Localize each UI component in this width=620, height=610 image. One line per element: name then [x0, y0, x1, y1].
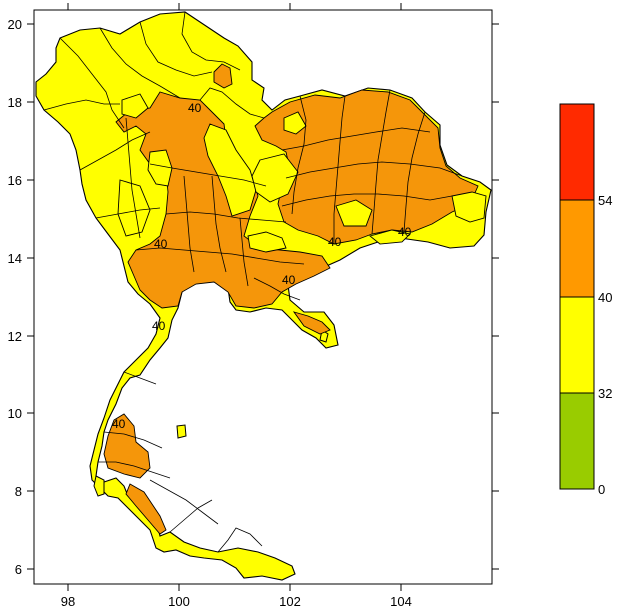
contour-label: 40	[152, 319, 166, 333]
y-tick-label: 8	[15, 484, 22, 499]
boundary-south-6	[217, 527, 263, 553]
contour-label: 40	[328, 235, 342, 249]
boundary-north-6	[79, 131, 151, 171]
boundary-east-1	[253, 277, 301, 301]
legend-band-yellow	[559, 296, 595, 394]
yellow-hole-central-south	[247, 231, 287, 253]
yellow-hole-central-valley	[203, 123, 257, 217]
x-tick-labels: 98 100 102 104	[61, 594, 412, 609]
boundary-south-1	[123, 371, 157, 385]
boundary-ne-5	[281, 127, 431, 151]
yellow-hole-northeast-top	[283, 111, 307, 135]
x-tick-label: 100	[168, 594, 190, 609]
land-island-samui	[176, 424, 187, 439]
boundary-ne-7	[281, 193, 453, 207]
boundary-west-2	[125, 117, 141, 239]
contour-label: 40	[398, 225, 412, 239]
boundary-north-3	[139, 21, 213, 77]
legend-band-red	[559, 103, 595, 201]
land-island-phuket	[93, 475, 105, 497]
boundary-central-3	[135, 247, 305, 265]
boundary-west-1	[95, 207, 161, 219]
boundary-ne-3	[371, 89, 391, 235]
yellow-hole-upper-central	[147, 149, 173, 187]
boundary-central-5	[211, 175, 227, 273]
boundary-ne-2	[333, 95, 346, 244]
yellow-hole-korat	[251, 153, 299, 203]
y-tick-label: 10	[8, 406, 22, 421]
orange-zone-small-north	[213, 63, 233, 89]
legend-label: 40	[598, 290, 612, 305]
boundary-south-5	[169, 499, 213, 533]
boundary-south-4	[149, 479, 219, 525]
orange-zone-chanthaburi	[292, 311, 331, 335]
boundary-south-2	[103, 431, 163, 449]
boundary-south-3	[98, 461, 171, 479]
yellow-hole-north-west	[121, 93, 149, 119]
boundary-central-1	[149, 163, 267, 187]
legend-band-green	[559, 392, 595, 490]
boundary-central-6	[239, 217, 249, 287]
yellow-holes	[117, 93, 487, 253]
x-tick-label: 102	[279, 594, 301, 609]
yellow-hole-east-1	[335, 199, 373, 227]
yellow-hole-east-2	[369, 229, 411, 245]
boundary-ne-6	[285, 161, 463, 179]
x-tick-label: 104	[390, 594, 412, 609]
province-boundaries	[43, 11, 463, 553]
orange-zone-south-2	[125, 483, 167, 535]
boundary-north-5	[43, 99, 120, 111]
y-tick-label: 20	[8, 17, 22, 32]
boundary-north-7	[199, 87, 265, 119]
legend-label: 0	[598, 482, 605, 497]
contour-labels: 40 40 40 40 40 40 40	[112, 101, 412, 431]
contour-label: 40	[112, 417, 126, 431]
x-tick-label: 98	[61, 594, 75, 609]
y-tick-labels: 20 18 16 14 12 10 8 6	[8, 17, 22, 577]
x-axis	[67, 3, 402, 591]
legend-band-orange	[559, 199, 595, 298]
contour-label: 40	[282, 273, 296, 287]
yellow-hole-far-east	[451, 191, 487, 223]
boundary-central-4	[183, 175, 195, 273]
y-tick-label: 12	[8, 329, 22, 344]
boundary-central-2	[165, 211, 287, 223]
y-tick-label: 6	[15, 562, 22, 577]
contour-label: 40	[188, 101, 202, 115]
boundary-north-4	[181, 11, 241, 71]
legend: 54 40 32 0	[559, 103, 612, 497]
y-tick-label: 18	[8, 95, 22, 110]
boundary-ne-1	[291, 95, 307, 215]
y-tick-label: 14	[8, 251, 22, 266]
boundary-north-2	[99, 27, 181, 99]
legend-label: 32	[598, 386, 612, 401]
legend-label: 54	[598, 193, 612, 208]
y-tick-label: 16	[8, 173, 22, 188]
y-axis	[27, 23, 499, 570]
contour-label: 40	[154, 237, 168, 251]
boundary-north-1	[59, 37, 125, 129]
